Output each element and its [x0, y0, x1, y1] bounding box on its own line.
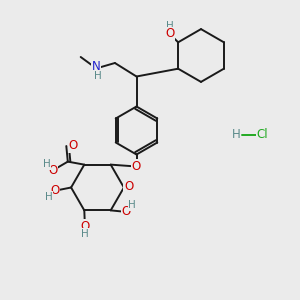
Text: O: O [50, 184, 59, 197]
Text: O: O [124, 180, 133, 194]
Text: Cl: Cl [257, 128, 268, 142]
Text: H: H [94, 70, 102, 81]
Text: H: H [81, 229, 89, 239]
Text: H: H [45, 191, 53, 202]
Text: O: O [122, 206, 131, 218]
Text: H: H [128, 200, 136, 210]
Text: N: N [92, 60, 101, 73]
Text: O: O [165, 27, 174, 40]
Text: H: H [43, 159, 51, 169]
Text: H: H [166, 21, 174, 31]
Text: H: H [232, 128, 241, 142]
Text: O: O [80, 220, 89, 233]
Text: O: O [48, 164, 57, 176]
Text: O: O [132, 160, 141, 173]
Text: O: O [68, 139, 77, 152]
